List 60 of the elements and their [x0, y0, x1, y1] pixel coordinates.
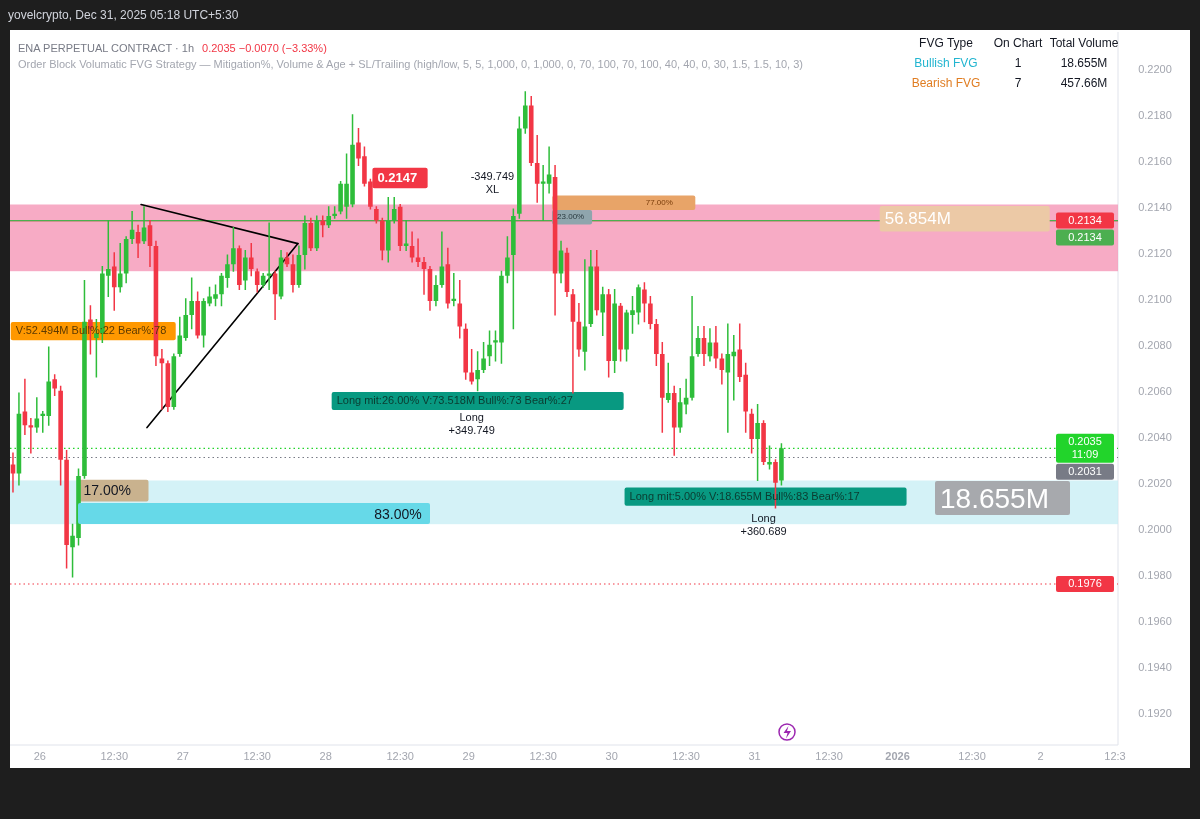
y-tick-label: 0.2000	[1138, 522, 1172, 535]
x-tick-label: 12:30	[815, 750, 843, 762]
x-tick-label: 12:30	[386, 750, 414, 762]
annotation: 0.2147	[377, 169, 418, 185]
text: yovelcrypto, Dec 31, 2025 05:18 UTC+5:30	[8, 8, 239, 22]
ref-line-label: 0.2134	[1068, 213, 1102, 226]
annotation: On Chart	[993, 36, 1044, 50]
x-tick-label: 31	[748, 750, 761, 762]
annotation: 18.655M	[940, 483, 1049, 514]
x-tick-label: 12:30	[958, 750, 986, 762]
y-tick-label: 0.2120	[1138, 246, 1172, 259]
annotation: 56.854M	[884, 209, 951, 228]
y-tick-label: 0.2200	[1138, 62, 1172, 75]
y-tick-label: 0.2020	[1138, 476, 1172, 489]
y-tick-label: 0.2100	[1138, 292, 1172, 305]
annotation: -349.749 XL	[470, 169, 515, 195]
x-tick-label: 12:3	[1104, 750, 1126, 762]
annotation: Bearish FVG	[911, 76, 981, 90]
y-tick-label: 0.1980	[1138, 568, 1172, 581]
x-tick-label: 12:30	[529, 750, 557, 762]
x-tick-label: 28	[319, 750, 332, 762]
x-tick-label: 2	[1037, 750, 1044, 762]
annotation: Total Volume	[1049, 36, 1119, 50]
annotation: 0.2035 −0.0070 (−3.33%)	[202, 42, 327, 54]
y-tick-label: 0.2140	[1138, 200, 1172, 213]
annotation: Long +349.749	[448, 410, 495, 437]
annotation: FVG Type	[919, 36, 974, 50]
annotation: 77.00%	[645, 197, 673, 207]
annotation: Bullish FVG	[914, 56, 978, 70]
x-tick-label: 29	[462, 750, 475, 762]
y-tick-label: 0.2080	[1138, 338, 1172, 351]
y-tick-label: 0.2160	[1138, 154, 1172, 167]
y-tick-label: 0.1960	[1138, 614, 1172, 627]
annotation: Long mit:26.00% V:73.518M Bull%:73 Bear%:27	[336, 393, 573, 406]
annotation: 457.66M	[1060, 76, 1108, 90]
annotation: 1	[1014, 56, 1022, 70]
x-tick-label: 30	[605, 750, 618, 762]
ref-line-label: 0.1976	[1068, 577, 1102, 589]
annotation: Long +360.689	[740, 511, 787, 537]
annotation: 17.00%	[83, 481, 131, 498]
annotation: 7	[1014, 76, 1022, 90]
text: ENA PERPETUAL CONTRACT · 1h	[18, 42, 195, 54]
x-tick-label: 2026	[885, 750, 910, 762]
y-tick-label: 0.2180	[1138, 108, 1172, 121]
ref-line-label: 0.2134	[1068, 230, 1102, 243]
x-tick-label: 12:30	[100, 750, 129, 762]
x-tick-label: 12:30	[243, 750, 271, 762]
y-tick-label: 0.2060	[1138, 384, 1172, 397]
y-tick-label: 0.1940	[1138, 660, 1172, 673]
annotation: 18.655M	[1060, 56, 1108, 70]
x-tick-label: 26	[33, 750, 46, 762]
annotation: 83.00%	[374, 506, 422, 522]
x-tick-label: 27	[176, 750, 189, 762]
ref-line-label: 0.2031	[1068, 464, 1102, 477]
y-tick-label: 0.2040	[1138, 430, 1172, 443]
x-tick-label: 12:30	[672, 750, 700, 762]
ref-line-label: 0.2035 11:09	[1068, 434, 1102, 460]
text: Order Block Volumatic FVG Strategy — Mitigation%, Volume & Age + SL/Trailing (high/low, 5, 5, 1,000, 0, 1,000, 0, 70, 100, 70, 100, 40, 40, 0, 30, 1.5, 1.5, 10, 3)	[18, 58, 804, 70]
y-tick-label: 0.1920	[1138, 706, 1172, 719]
annotation: 23.00%	[557, 212, 585, 221]
